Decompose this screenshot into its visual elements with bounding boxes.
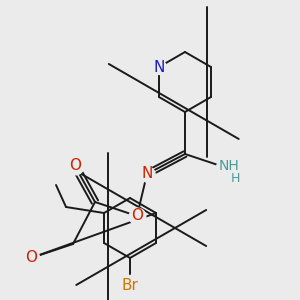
Text: N: N (153, 59, 165, 74)
Text: N: N (141, 167, 153, 182)
Text: H: H (230, 172, 240, 184)
Text: Br: Br (122, 278, 138, 293)
Text: O: O (131, 208, 143, 224)
Text: NH: NH (219, 159, 239, 173)
Text: O: O (69, 158, 81, 173)
Text: O: O (25, 250, 37, 266)
